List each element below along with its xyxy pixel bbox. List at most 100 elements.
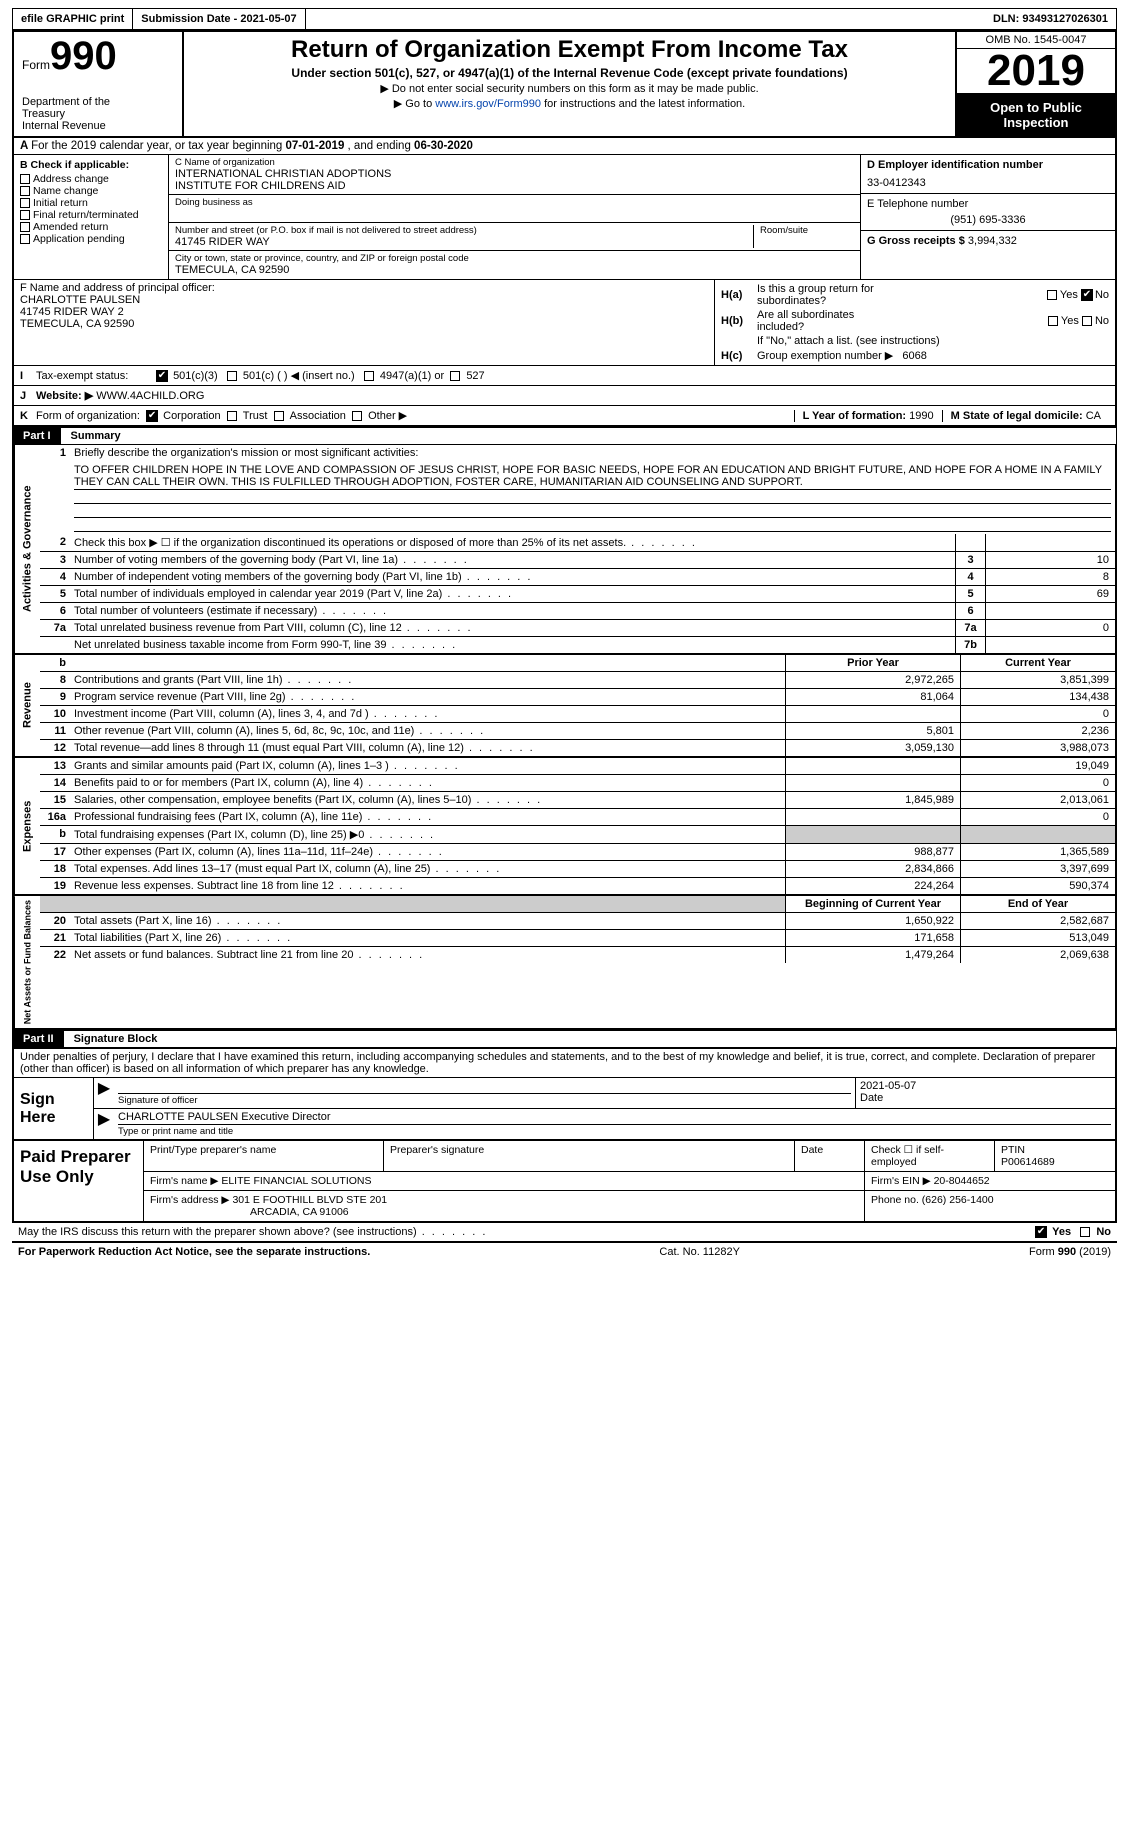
chk-527[interactable] [450,371,460,381]
form-footer: Form 990 (2019) [1029,1246,1111,1258]
tab-expenses: Expenses [14,758,40,894]
discuss-no-checkbox[interactable] [1080,1227,1090,1237]
line-text: Total expenses. Add lines 13–17 (must eq… [70,861,785,877]
chk-name-change-label: Name change [33,185,98,197]
signature-date-caption: Date [860,1092,1111,1104]
line-num: 15 [40,792,70,808]
line-num: 11 [40,723,70,739]
chk-4947[interactable] [364,371,374,381]
org-name-label: C Name of organization [175,157,854,168]
part-2-header: Part II Signature Block [12,1030,1117,1048]
chk-501c[interactable] [227,371,237,381]
chk-name-change[interactable]: Name change [20,185,162,197]
inspection-notice: Open to Public Inspection [957,94,1115,136]
line-a-begin: 07-01-2019 [286,140,345,152]
paperwork-notice: For Paperwork Reduction Act Notice, see … [18,1246,370,1258]
org-name-row: C Name of organization INTERNATIONAL CHR… [169,155,860,195]
line-text: Grants and similar amounts paid (Part IX… [70,758,785,774]
line-current: 1,365,589 [960,844,1115,860]
chk-other[interactable] [352,411,362,421]
lbl-association: Association [290,410,346,422]
h-b-label: H(b) [721,315,757,327]
net-assets-header-row: Beginning of Current Year End of Year [40,896,1115,913]
activities-governance-section: Activities & Governance 1 Briefly descri… [12,445,1117,655]
ein-value: 33-0412343 [867,177,1109,189]
h-a-no-checkbox[interactable]: ✔ [1081,289,1093,301]
h-b-no-label: No [1095,315,1109,327]
chk-address-change[interactable]: Address change [20,173,162,185]
discuss-row: May the IRS discuss this return with the… [12,1223,1117,1243]
discuss-yes-checkbox[interactable]: ✔ [1035,1226,1047,1238]
gov-text: Number of independent voting members of … [70,569,955,585]
f-addr-1: 41745 RIDER WAY 2 [20,306,708,318]
line-prior: 5,801 [785,723,960,739]
note2-post: for instructions and the latest informat… [541,98,745,110]
chk-initial-return[interactable]: Initial return [20,197,162,209]
line-16a: 16a Professional fundraising fees (Part … [40,809,1115,826]
row-k-label: K [20,410,36,422]
line-13: 13 Grants and similar amounts paid (Part… [40,758,1115,775]
row-j-text: Website: ▶ [36,389,93,402]
prep-sig-header: Preparer's signature [384,1141,795,1171]
gov-num: 6 [40,603,70,619]
box-b: B Check if applicable: Address change Na… [14,155,169,279]
mission-text: TO OFFER CHILDREN HOPE IN THE LOVE AND C… [74,463,1111,490]
irs-link[interactable]: www.irs.gov/Form990 [435,98,541,110]
phone-value: (951) 695-3336 [867,214,1109,226]
prep-firm-addr-row: Firm's address ▶ 301 E FOOTHILL BLVD STE… [144,1191,1115,1221]
officer-signature-field[interactable]: Signature of officer [114,1078,855,1108]
mission-text-block: TO OFFER CHILDREN HOPE IN THE LOVE AND C… [40,461,1115,534]
line-prior: 988,877 [785,844,960,860]
expenses-section: Expenses 13 Grants and similar amounts p… [12,758,1117,896]
h-b-yes-checkbox[interactable] [1048,316,1058,326]
state-domicile-label: M State of legal domicile: [951,410,1086,422]
form-number-block: Form990 Department of the Treasury Inter… [14,32,184,136]
efile-label: efile GRAPHIC print [13,9,133,29]
line-num: 12 [40,740,70,756]
dept-treasury: Department of the Treasury Internal Reve… [22,96,174,132]
line-text: Net assets or fund balances. Subtract li… [70,947,785,963]
part-1-num: Part I [13,428,61,444]
dln-label: DLN: [993,13,1022,25]
line-prior [785,758,960,774]
line-prior: 224,264 [785,878,960,894]
line-current: 0 [960,775,1115,791]
line-current: 3,851,399 [960,672,1115,688]
box-f: F Name and address of principal officer:… [14,280,715,365]
chk-association[interactable] [274,411,284,421]
h-a-yes-checkbox[interactable] [1047,290,1057,300]
chk-501c3[interactable]: ✔ [156,370,168,382]
line-text: Contributions and grants (Part VIII, lin… [70,672,785,688]
firm-addr-2: ARCADIA, CA 91006 [250,1206,349,1218]
chk-final-return-label: Final return/terminated [33,209,139,221]
revenue-section: Revenue b Prior Year Current Year 8 Cont… [12,655,1117,758]
prep-ptin-header: PTIN P00614689 [995,1141,1115,1171]
chk-initial-return-label: Initial return [33,197,88,209]
gov-num [40,637,70,653]
line-text: Revenue less expenses. Subtract line 18 … [70,878,785,894]
line-text: Total assets (Part X, line 16) [70,913,785,929]
firm-name-value: ELITE FINANCIAL SOLUTIONS [221,1175,371,1187]
chk-corporation[interactable]: ✔ [146,410,158,422]
gov-row-4: 4 Number of independent voting members o… [40,569,1115,586]
chk-final-return[interactable]: Final return/terminated [20,209,162,221]
gross-value: 3,994,332 [968,235,1017,247]
h-b-no-checkbox[interactable] [1082,316,1092,326]
line-14: 14 Benefits paid to or for members (Part… [40,775,1115,792]
city-label: City or town, state or province, country… [175,253,854,264]
line-text: Other expenses (Part IX, column (A), lin… [70,844,785,860]
chk-application-pending[interactable]: Application pending [20,233,162,245]
state-domicile: M State of legal domicile: CA [942,410,1109,422]
prep-name-header: Print/Type preparer's name [144,1141,384,1171]
line-prior: 81,064 [785,689,960,705]
line-num: 10 [40,706,70,722]
chk-amended-return[interactable]: Amended return [20,221,162,233]
firm-name-label: Firm's name ▶ [150,1175,221,1187]
line-current: 2,013,061 [960,792,1115,808]
prep-date-header: Date [795,1141,865,1171]
ein-row: D Employer identification number 33-0412… [861,155,1115,194]
lbl-other: Other ▶ [368,409,407,422]
h-attach-note: If "No," attach a list. (see instruction… [757,335,940,347]
line-22: 22 Net assets or fund balances. Subtract… [40,947,1115,963]
chk-trust[interactable] [227,411,237,421]
